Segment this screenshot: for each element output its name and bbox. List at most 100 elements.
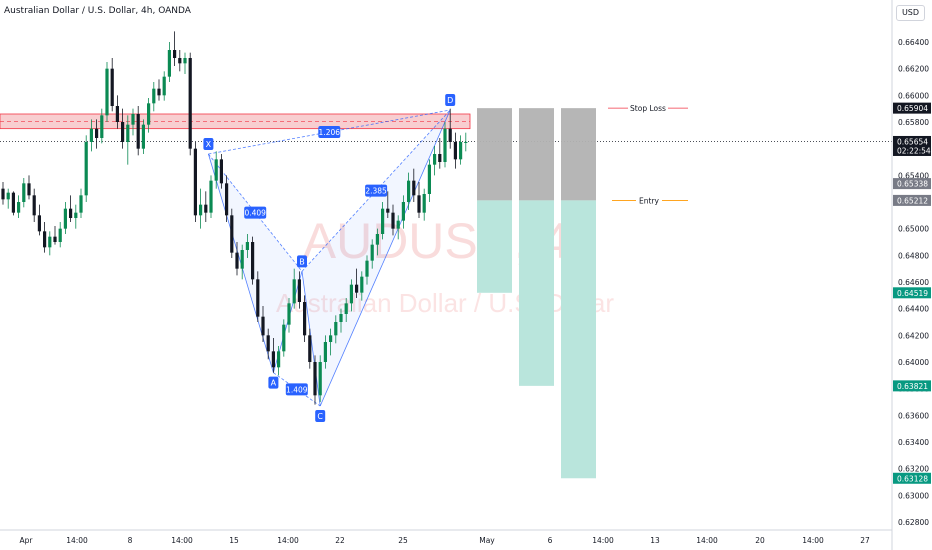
candle[interactable] [53, 226, 57, 245]
candle[interactable] [303, 295, 307, 342]
candle[interactable] [58, 222, 62, 248]
candle[interactable] [448, 108, 452, 149]
price-tag[interactable]: 0.64519 [893, 287, 931, 299]
candle[interactable] [17, 195, 21, 218]
pattern-point-a[interactable]: A [268, 376, 279, 389]
candle[interactable] [11, 191, 15, 216]
candle[interactable] [407, 172, 411, 210]
candle[interactable] [240, 244, 244, 280]
candle[interactable] [370, 239, 374, 269]
candle[interactable] [323, 335, 327, 369]
pattern-point-d[interactable]: D [445, 94, 456, 106]
candle[interactable] [126, 115, 130, 165]
candle[interactable] [48, 231, 52, 256]
candle[interactable] [188, 52, 192, 156]
price-tag[interactable]: 0.63821 [893, 380, 931, 392]
candle[interactable] [235, 242, 239, 276]
candle[interactable] [360, 271, 364, 301]
candle[interactable] [256, 271, 260, 322]
candle[interactable] [282, 319, 286, 357]
trade-box-3[interactable] [561, 108, 596, 479]
candle[interactable] [167, 42, 171, 82]
fib-ratio-label[interactable]: 1.206 [318, 126, 341, 138]
candle[interactable] [219, 154, 223, 189]
candle[interactable] [355, 268, 359, 298]
candle[interactable] [386, 191, 390, 218]
candle[interactable] [199, 188, 203, 229]
entry-label[interactable]: Entry [639, 196, 660, 205]
trade-box-2[interactable] [519, 108, 554, 386]
candle[interactable] [225, 175, 229, 222]
candle[interactable] [115, 95, 119, 129]
candle[interactable] [84, 135, 88, 202]
candle[interactable] [32, 188, 36, 222]
candle[interactable] [427, 159, 431, 202]
candle[interactable] [105, 62, 109, 122]
candle[interactable] [433, 146, 437, 176]
candle[interactable] [438, 138, 442, 169]
candle[interactable] [204, 191, 208, 222]
fib-ratio-label[interactable]: 0.409 [244, 206, 267, 219]
candle[interactable] [329, 328, 333, 356]
candle[interactable] [230, 208, 234, 258]
candle[interactable] [100, 108, 104, 144]
candle[interactable] [245, 234, 249, 258]
candle[interactable] [453, 132, 457, 169]
price-tag[interactable]: 0.65904 [893, 102, 931, 114]
pattern-point-b[interactable]: B [297, 255, 307, 268]
candle[interactable] [412, 168, 416, 202]
candle[interactable] [318, 355, 322, 402]
candle[interactable] [209, 175, 213, 218]
fib-ratio-label[interactable]: 1.409 [285, 383, 308, 396]
candle[interactable] [417, 182, 421, 218]
candle[interactable] [381, 202, 385, 240]
candle[interactable] [183, 52, 187, 74]
candle[interactable] [69, 195, 73, 222]
candle[interactable] [214, 151, 218, 189]
candle[interactable] [292, 268, 296, 309]
candle[interactable] [344, 298, 348, 322]
candle[interactable] [365, 255, 369, 285]
candle[interactable] [251, 236, 255, 285]
candle[interactable] [173, 31, 177, 66]
symbol-title[interactable]: Australian Dollar / U.S. Dollar, 4h, OAN… [4, 6, 191, 16]
candle[interactable] [443, 122, 447, 168]
pattern-point-c[interactable]: C [315, 410, 326, 422]
candle[interactable] [308, 328, 312, 369]
candle[interactable] [162, 71, 166, 101]
candle[interactable] [74, 204, 78, 229]
candle[interactable] [261, 306, 265, 342]
candle[interactable] [193, 142, 197, 222]
candle[interactable] [401, 195, 405, 229]
candle[interactable] [63, 202, 67, 234]
candle[interactable] [95, 119, 99, 149]
candle[interactable] [141, 119, 145, 154]
candle[interactable] [422, 188, 426, 221]
candle[interactable] [339, 308, 343, 333]
candle[interactable] [136, 106, 140, 156]
candle[interactable] [297, 271, 301, 309]
candle[interactable] [157, 79, 161, 101]
candle[interactable] [6, 188, 10, 209]
price-tag[interactable]: 0.63128 [893, 472, 931, 484]
candle[interactable] [459, 135, 463, 165]
candle[interactable] [89, 119, 93, 152]
candle[interactable] [266, 328, 270, 360]
candle[interactable] [277, 346, 281, 376]
stop-loss-label[interactable]: Stop Loss [630, 104, 666, 113]
trade-box-1[interactable] [477, 108, 512, 293]
candle[interactable] [396, 215, 400, 240]
candle[interactable] [375, 228, 379, 256]
price-tag[interactable]: 0.65338 [893, 178, 931, 190]
candle[interactable] [147, 98, 151, 133]
candle[interactable] [349, 279, 353, 312]
candle[interactable] [110, 58, 114, 112]
candle[interactable] [79, 188, 83, 218]
pattern-point-x[interactable]: X [203, 138, 214, 150]
currency-button[interactable]: USD [896, 5, 925, 21]
candle[interactable] [1, 182, 5, 205]
candle[interactable] [27, 175, 31, 200]
candle[interactable] [131, 108, 135, 136]
